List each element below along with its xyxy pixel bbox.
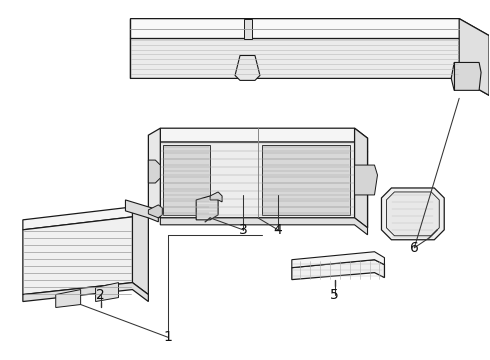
Polygon shape	[163, 145, 210, 215]
Polygon shape	[451, 62, 481, 90]
Text: 6: 6	[410, 241, 419, 255]
Polygon shape	[23, 217, 148, 294]
Polygon shape	[148, 128, 160, 218]
Polygon shape	[235, 55, 260, 80]
Polygon shape	[148, 160, 160, 183]
Polygon shape	[355, 165, 377, 195]
Polygon shape	[130, 19, 489, 55]
Polygon shape	[292, 260, 385, 280]
Text: 2: 2	[96, 288, 105, 302]
Polygon shape	[96, 283, 119, 302]
Polygon shape	[292, 252, 385, 268]
Polygon shape	[160, 128, 368, 152]
Text: 3: 3	[239, 223, 247, 237]
Polygon shape	[56, 289, 81, 307]
Polygon shape	[196, 196, 218, 220]
Polygon shape	[160, 218, 368, 235]
Text: 1: 1	[164, 330, 173, 345]
Text: 4: 4	[273, 223, 282, 237]
Polygon shape	[244, 19, 252, 39]
Text: 5: 5	[330, 288, 339, 302]
Polygon shape	[210, 192, 222, 202]
Polygon shape	[23, 283, 148, 302]
Polygon shape	[262, 145, 349, 215]
Polygon shape	[125, 200, 158, 222]
Polygon shape	[160, 142, 368, 228]
Polygon shape	[132, 207, 148, 294]
Polygon shape	[23, 207, 148, 230]
Polygon shape	[130, 39, 489, 95]
Polygon shape	[382, 188, 444, 240]
Polygon shape	[148, 205, 162, 218]
Polygon shape	[355, 128, 368, 228]
Polygon shape	[387, 192, 439, 236]
Polygon shape	[459, 19, 489, 95]
